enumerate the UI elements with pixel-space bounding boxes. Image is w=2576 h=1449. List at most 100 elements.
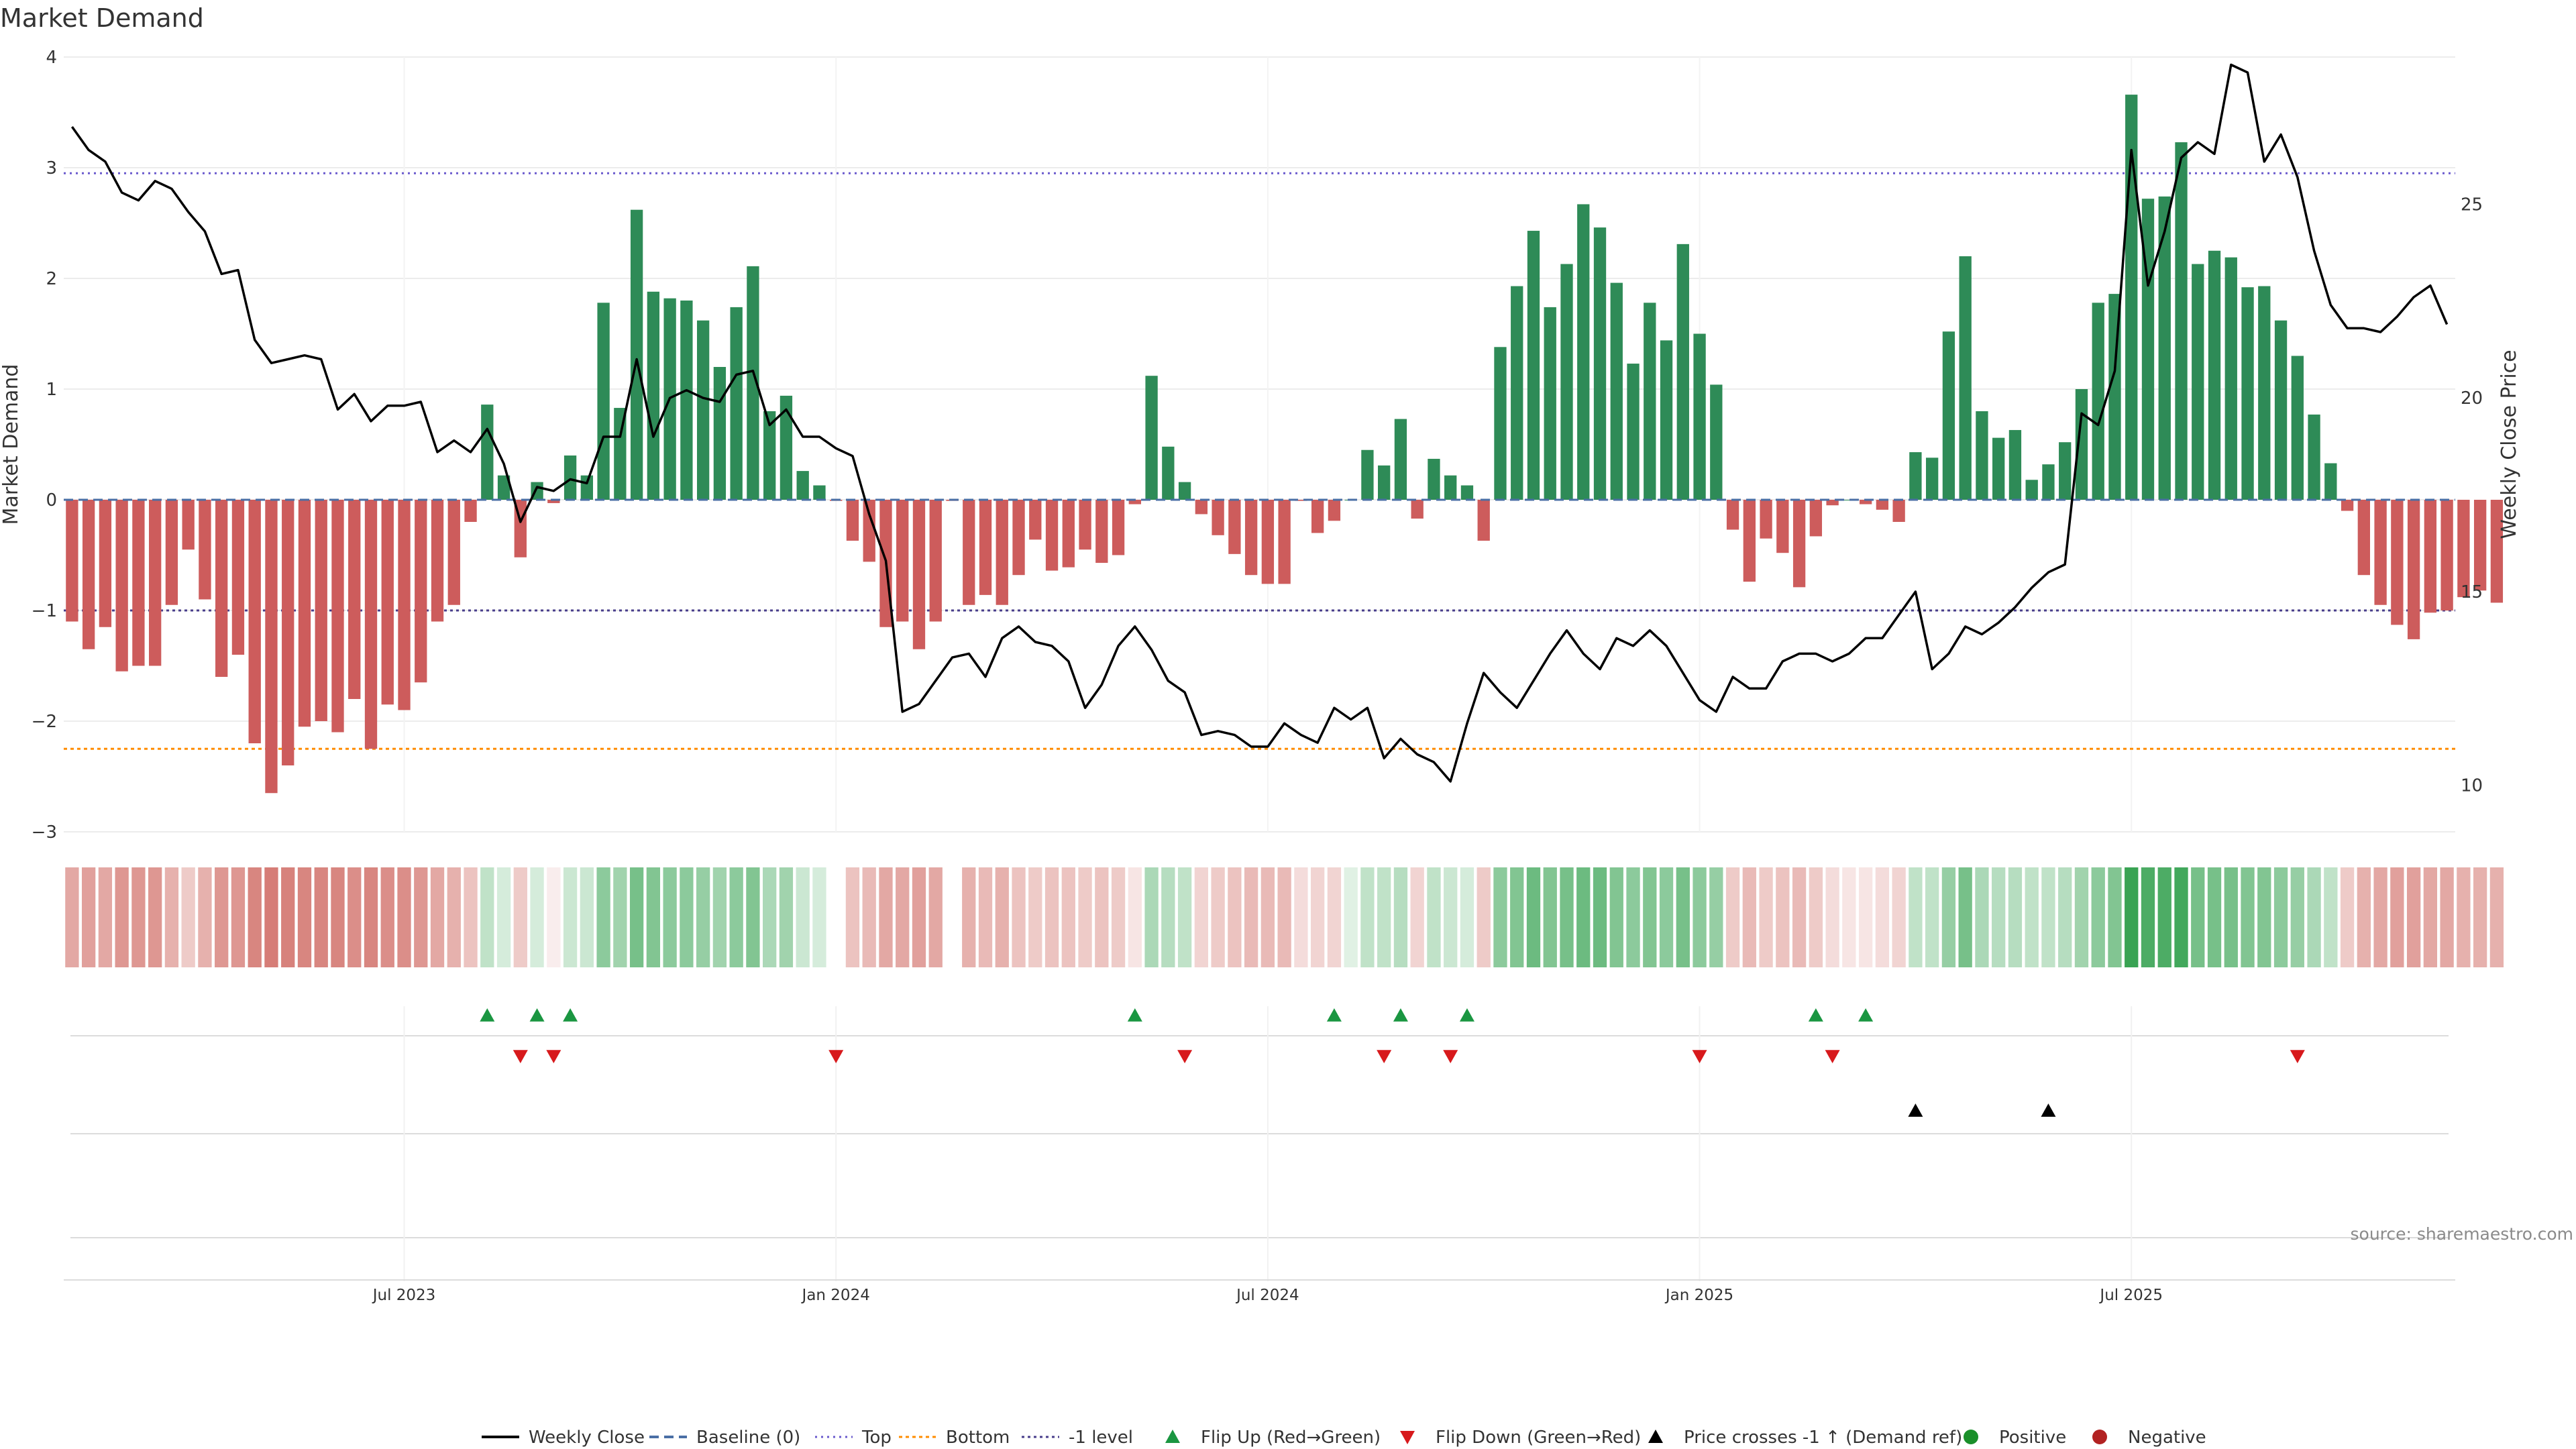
demand-bar (1942, 331, 1955, 500)
demand-bar (99, 500, 112, 627)
flip-down-marker (2290, 1050, 2305, 1063)
strength-block (962, 867, 976, 967)
demand-bar (1477, 500, 1490, 541)
demand-bar (132, 500, 145, 666)
flip-down-marker (828, 1050, 844, 1063)
demand-bar (1494, 347, 1507, 500)
y-tick-label: 1 (46, 380, 57, 400)
strength-block (148, 867, 162, 967)
strength-block (680, 867, 694, 967)
demand-bar (2374, 500, 2387, 605)
legend-label-flip-down: Flip Down (Green→Red) (1436, 1428, 1641, 1448)
demand-bar (2391, 500, 2404, 625)
demand-bar (1925, 458, 1939, 500)
flip-down-marker (1177, 1050, 1193, 1063)
strength-block (2324, 867, 2338, 967)
demand-bar (630, 209, 643, 500)
demand-bar (2424, 500, 2437, 613)
strength-block (1044, 867, 1059, 967)
right-y-axis: 10 15 20 25 (2461, 195, 2483, 796)
demand-bar (647, 291, 660, 500)
demand-bar (1544, 307, 1556, 500)
demand-bar (1959, 256, 1972, 500)
demand-bar (1029, 500, 1042, 540)
demand-bar (282, 500, 294, 765)
demand-bar (1045, 500, 1059, 571)
legend-label-bottom: Bottom (946, 1428, 1010, 1448)
strength-block (231, 867, 246, 967)
strength-block (1858, 867, 1873, 967)
strength-block (1410, 867, 1424, 967)
demand-bar (182, 500, 195, 550)
demand-bar (963, 500, 975, 605)
demand-bar (1676, 244, 1689, 500)
demand-bar (1627, 364, 1640, 500)
demand-bar (1693, 333, 1706, 500)
legend-label-positive: Positive (1999, 1428, 2066, 1448)
demand-bar (1361, 449, 1374, 500)
strength-block (2406, 867, 2421, 967)
strength-block (164, 867, 179, 967)
strength-block (2058, 867, 2072, 967)
strength-block (995, 867, 1009, 967)
demand-bar (398, 500, 411, 710)
demand-bar (1826, 500, 1839, 506)
strength-block (1144, 867, 1159, 967)
demand-bar (2308, 414, 2320, 500)
demand-bar (331, 500, 344, 733)
demand-bar (2025, 480, 2038, 500)
strength-block (2157, 867, 2171, 967)
demand-bar (1328, 500, 1341, 521)
strength-block (1709, 867, 1723, 967)
strength-block (729, 867, 743, 967)
strength-block (1909, 867, 1923, 967)
strength-block (896, 867, 910, 967)
demand-bar (431, 500, 444, 622)
strength-block (1228, 867, 1242, 967)
demand-bar (1411, 500, 1424, 519)
demand-bar (66, 500, 78, 622)
strength-block (1078, 867, 1092, 967)
demand-bar (2059, 442, 2072, 500)
strength-block (464, 867, 478, 967)
strength-block (1028, 867, 1042, 967)
strength-block (1626, 867, 1640, 967)
strength-block (131, 867, 146, 967)
strength-block (430, 867, 445, 967)
strength-block (98, 867, 113, 967)
demand-bar (464, 500, 477, 522)
demand-bar (348, 500, 361, 699)
strength-block (1576, 867, 1591, 967)
strength-block (912, 867, 926, 967)
demand-bar (1311, 500, 1324, 533)
demand-bar (896, 500, 909, 622)
flip-up-marker (529, 1008, 545, 1022)
strength-block (264, 867, 278, 967)
x-tick-label: Jul 2024 (1235, 1287, 1299, 1304)
strength-block (646, 867, 661, 967)
flip-up-marker (1808, 1008, 1823, 1022)
strength-block (2241, 867, 2255, 967)
strength-block (712, 867, 727, 967)
strength-block (2125, 867, 2139, 967)
legend-label-price-cross: Price crosses -1 ↑ (Demand ref) (1684, 1428, 1962, 1448)
demand-bar (2192, 264, 2204, 500)
x-tick-label: Jan 2025 (1664, 1287, 1733, 1304)
strength-block (928, 867, 943, 967)
strength-block (2423, 867, 2438, 967)
strength-block (879, 867, 893, 967)
demand-bar (912, 500, 926, 649)
y-tick-label: −1 (32, 601, 57, 621)
strength-block (2074, 867, 2089, 967)
weekly-close-line (70, 63, 2449, 783)
strength-block (215, 867, 229, 967)
strength-block (1012, 867, 1026, 967)
demand-bar (547, 500, 560, 503)
strength-block (1992, 867, 2006, 967)
demand-bar (82, 500, 95, 649)
strength-block (331, 867, 345, 967)
strength-block (1128, 867, 1142, 967)
demand-bar (1428, 458, 1440, 500)
strength-block (978, 867, 993, 967)
strength-block (1344, 867, 1358, 967)
